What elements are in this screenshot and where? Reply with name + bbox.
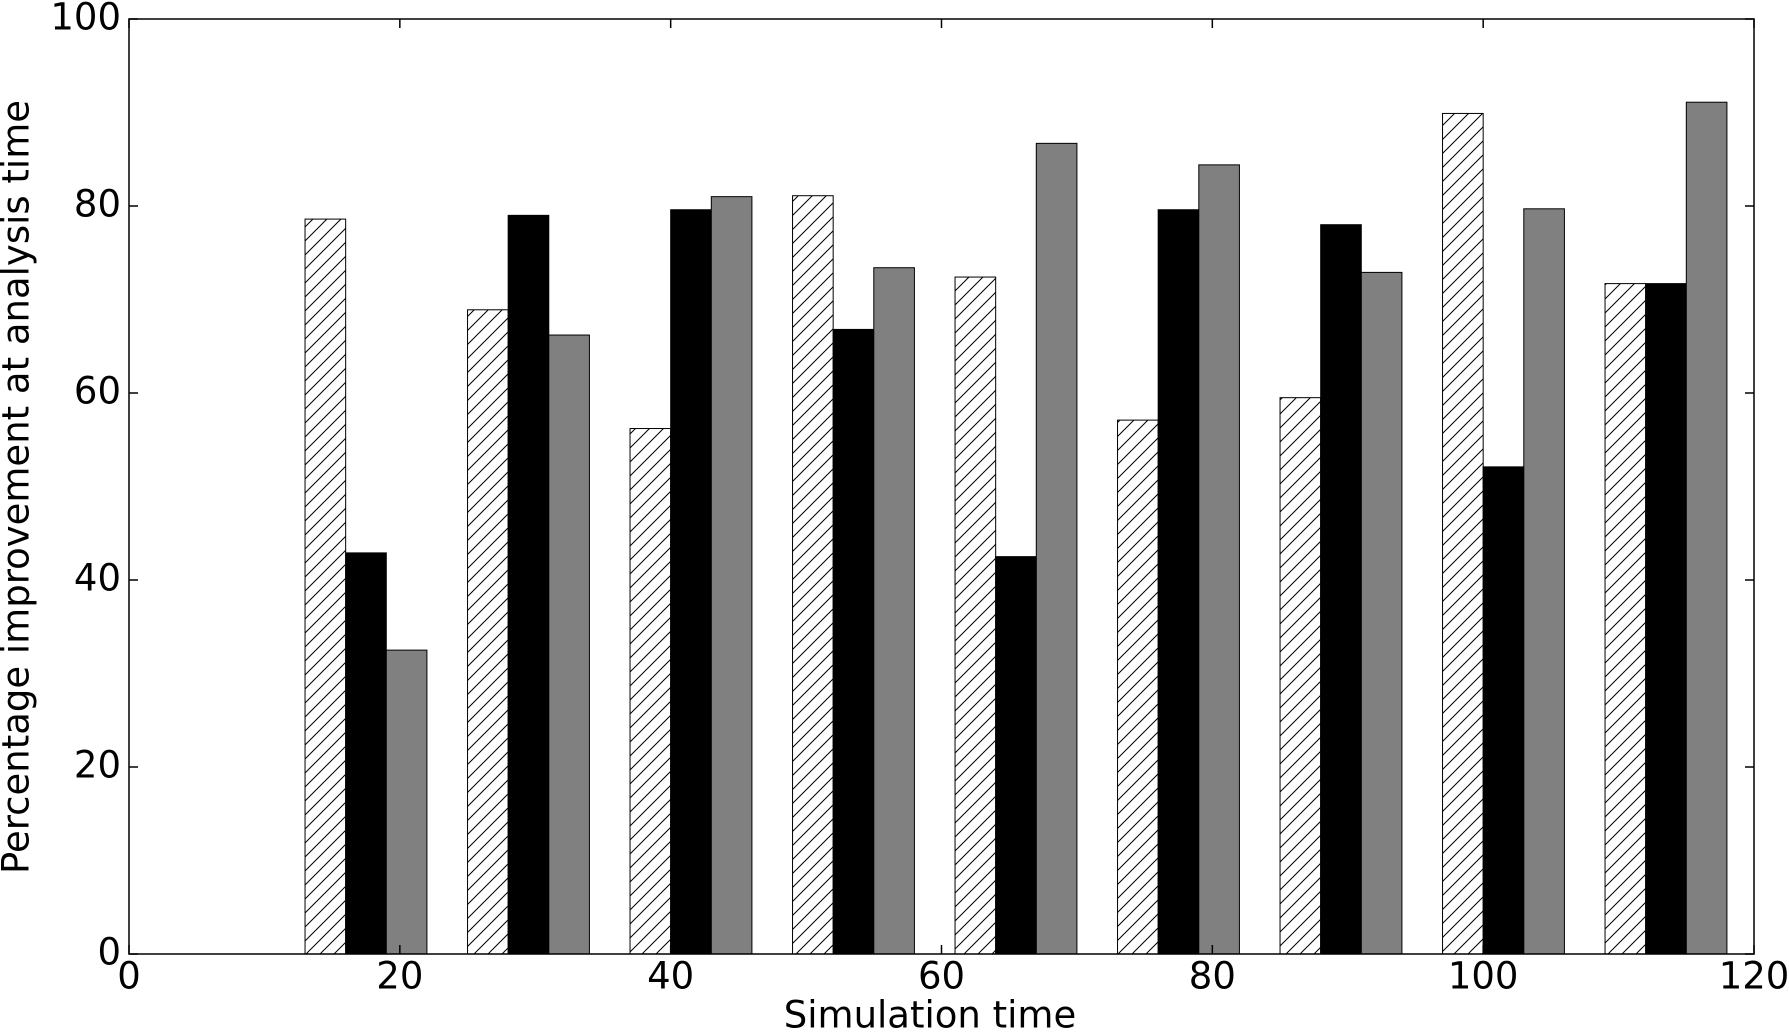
bar <box>345 552 387 955</box>
bar <box>1685 101 1728 955</box>
bar <box>1035 142 1078 955</box>
y-axis-label: Percentage improvement at analysis time <box>0 100 38 874</box>
bar <box>548 334 590 955</box>
x-tick-label: 60 <box>918 955 965 998</box>
bar <box>1198 164 1240 955</box>
bar <box>954 276 997 955</box>
x-tick-label: 40 <box>647 955 694 998</box>
x-axis-label: Simulation time <box>784 994 1076 1032</box>
bar <box>1482 466 1525 955</box>
bar <box>995 556 1037 955</box>
bar <box>1279 397 1322 955</box>
x-tick-label: 0 <box>117 955 141 998</box>
x-tick-label: 20 <box>376 955 423 998</box>
x-tick-label: 100 <box>1448 955 1519 998</box>
bar <box>507 214 550 955</box>
bar <box>792 195 834 955</box>
bar <box>670 209 712 955</box>
bar <box>1157 209 1200 955</box>
y-tick-label: 20 <box>74 744 121 787</box>
bar <box>1360 271 1403 955</box>
bar <box>1523 208 1565 955</box>
bar <box>1604 283 1647 955</box>
bar <box>304 218 347 955</box>
bar <box>467 309 509 955</box>
y-tick-label: 80 <box>74 183 121 226</box>
y-tick-label: 0 <box>97 931 121 974</box>
bar <box>873 267 915 955</box>
bar <box>1645 283 1687 955</box>
x-tick-label: 80 <box>1189 955 1236 998</box>
y-tick-label: 60 <box>74 370 121 413</box>
bar <box>1117 419 1159 955</box>
y-tick-label: 40 <box>74 557 121 600</box>
bar <box>1320 224 1362 955</box>
bar <box>1442 112 1484 955</box>
bar <box>629 428 672 955</box>
bar <box>710 196 753 955</box>
bar <box>385 649 428 955</box>
x-tick-label: 120 <box>1719 955 1789 998</box>
bar <box>832 328 875 955</box>
y-tick-label: 100 <box>50 0 121 39</box>
